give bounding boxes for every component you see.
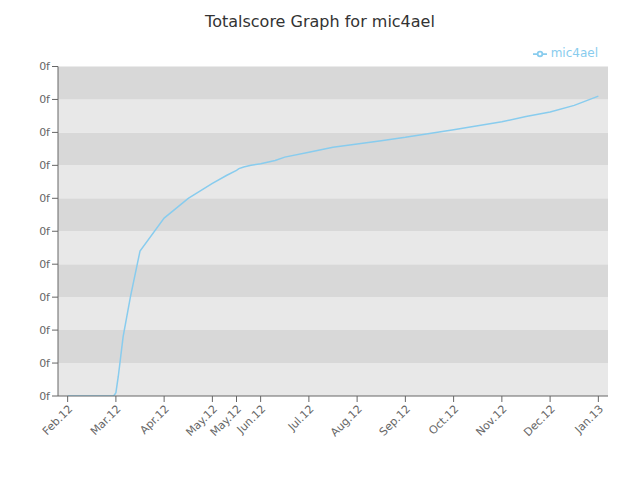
svg-text:0f: 0f [39,324,51,337]
svg-text:Mar.12: Mar.12 [88,402,124,438]
svg-text:0f: 0f [39,225,51,238]
html-text:mic4ael: mic4ael [550,46,598,60]
svg-text:Nov.12: Nov.12 [473,402,509,438]
svg-text:Oct.12: Oct.12 [426,402,461,437]
svg-text:Jul.12: Jul.12 [285,402,317,434]
svg-text:Jun.12: Jun.12 [234,402,268,436]
svg-text:0f: 0f [39,357,51,370]
svg-text:May.12: May.12 [183,402,220,439]
svg-text:Sep.12: Sep.12 [377,402,413,438]
svg-text:0f: 0f [39,258,51,271]
svg-text:Aug.12: Aug.12 [328,402,365,439]
svg-text:0f: 0f [39,159,51,172]
svg-text:Jan.13: Jan.13 [572,402,606,436]
svg-text:0f: 0f [39,126,51,139]
svg-text:0f: 0f [39,192,51,205]
svg-text:0f: 0f [39,390,51,403]
svg-text:0f: 0f [39,291,51,304]
svg-text:0f: 0f [39,60,51,73]
svg-text:Feb.12: Feb.12 [40,402,75,437]
html-text:Totalscore Graph for mic4ael: Totalscore Graph for mic4ael [205,12,435,31]
svg-text:Apr.12: Apr.12 [137,402,171,436]
svg-text:May.12: May.12 [208,402,245,439]
svg-text:Dec.12: Dec.12 [521,402,558,439]
svg-text:0f: 0f [39,93,51,106]
